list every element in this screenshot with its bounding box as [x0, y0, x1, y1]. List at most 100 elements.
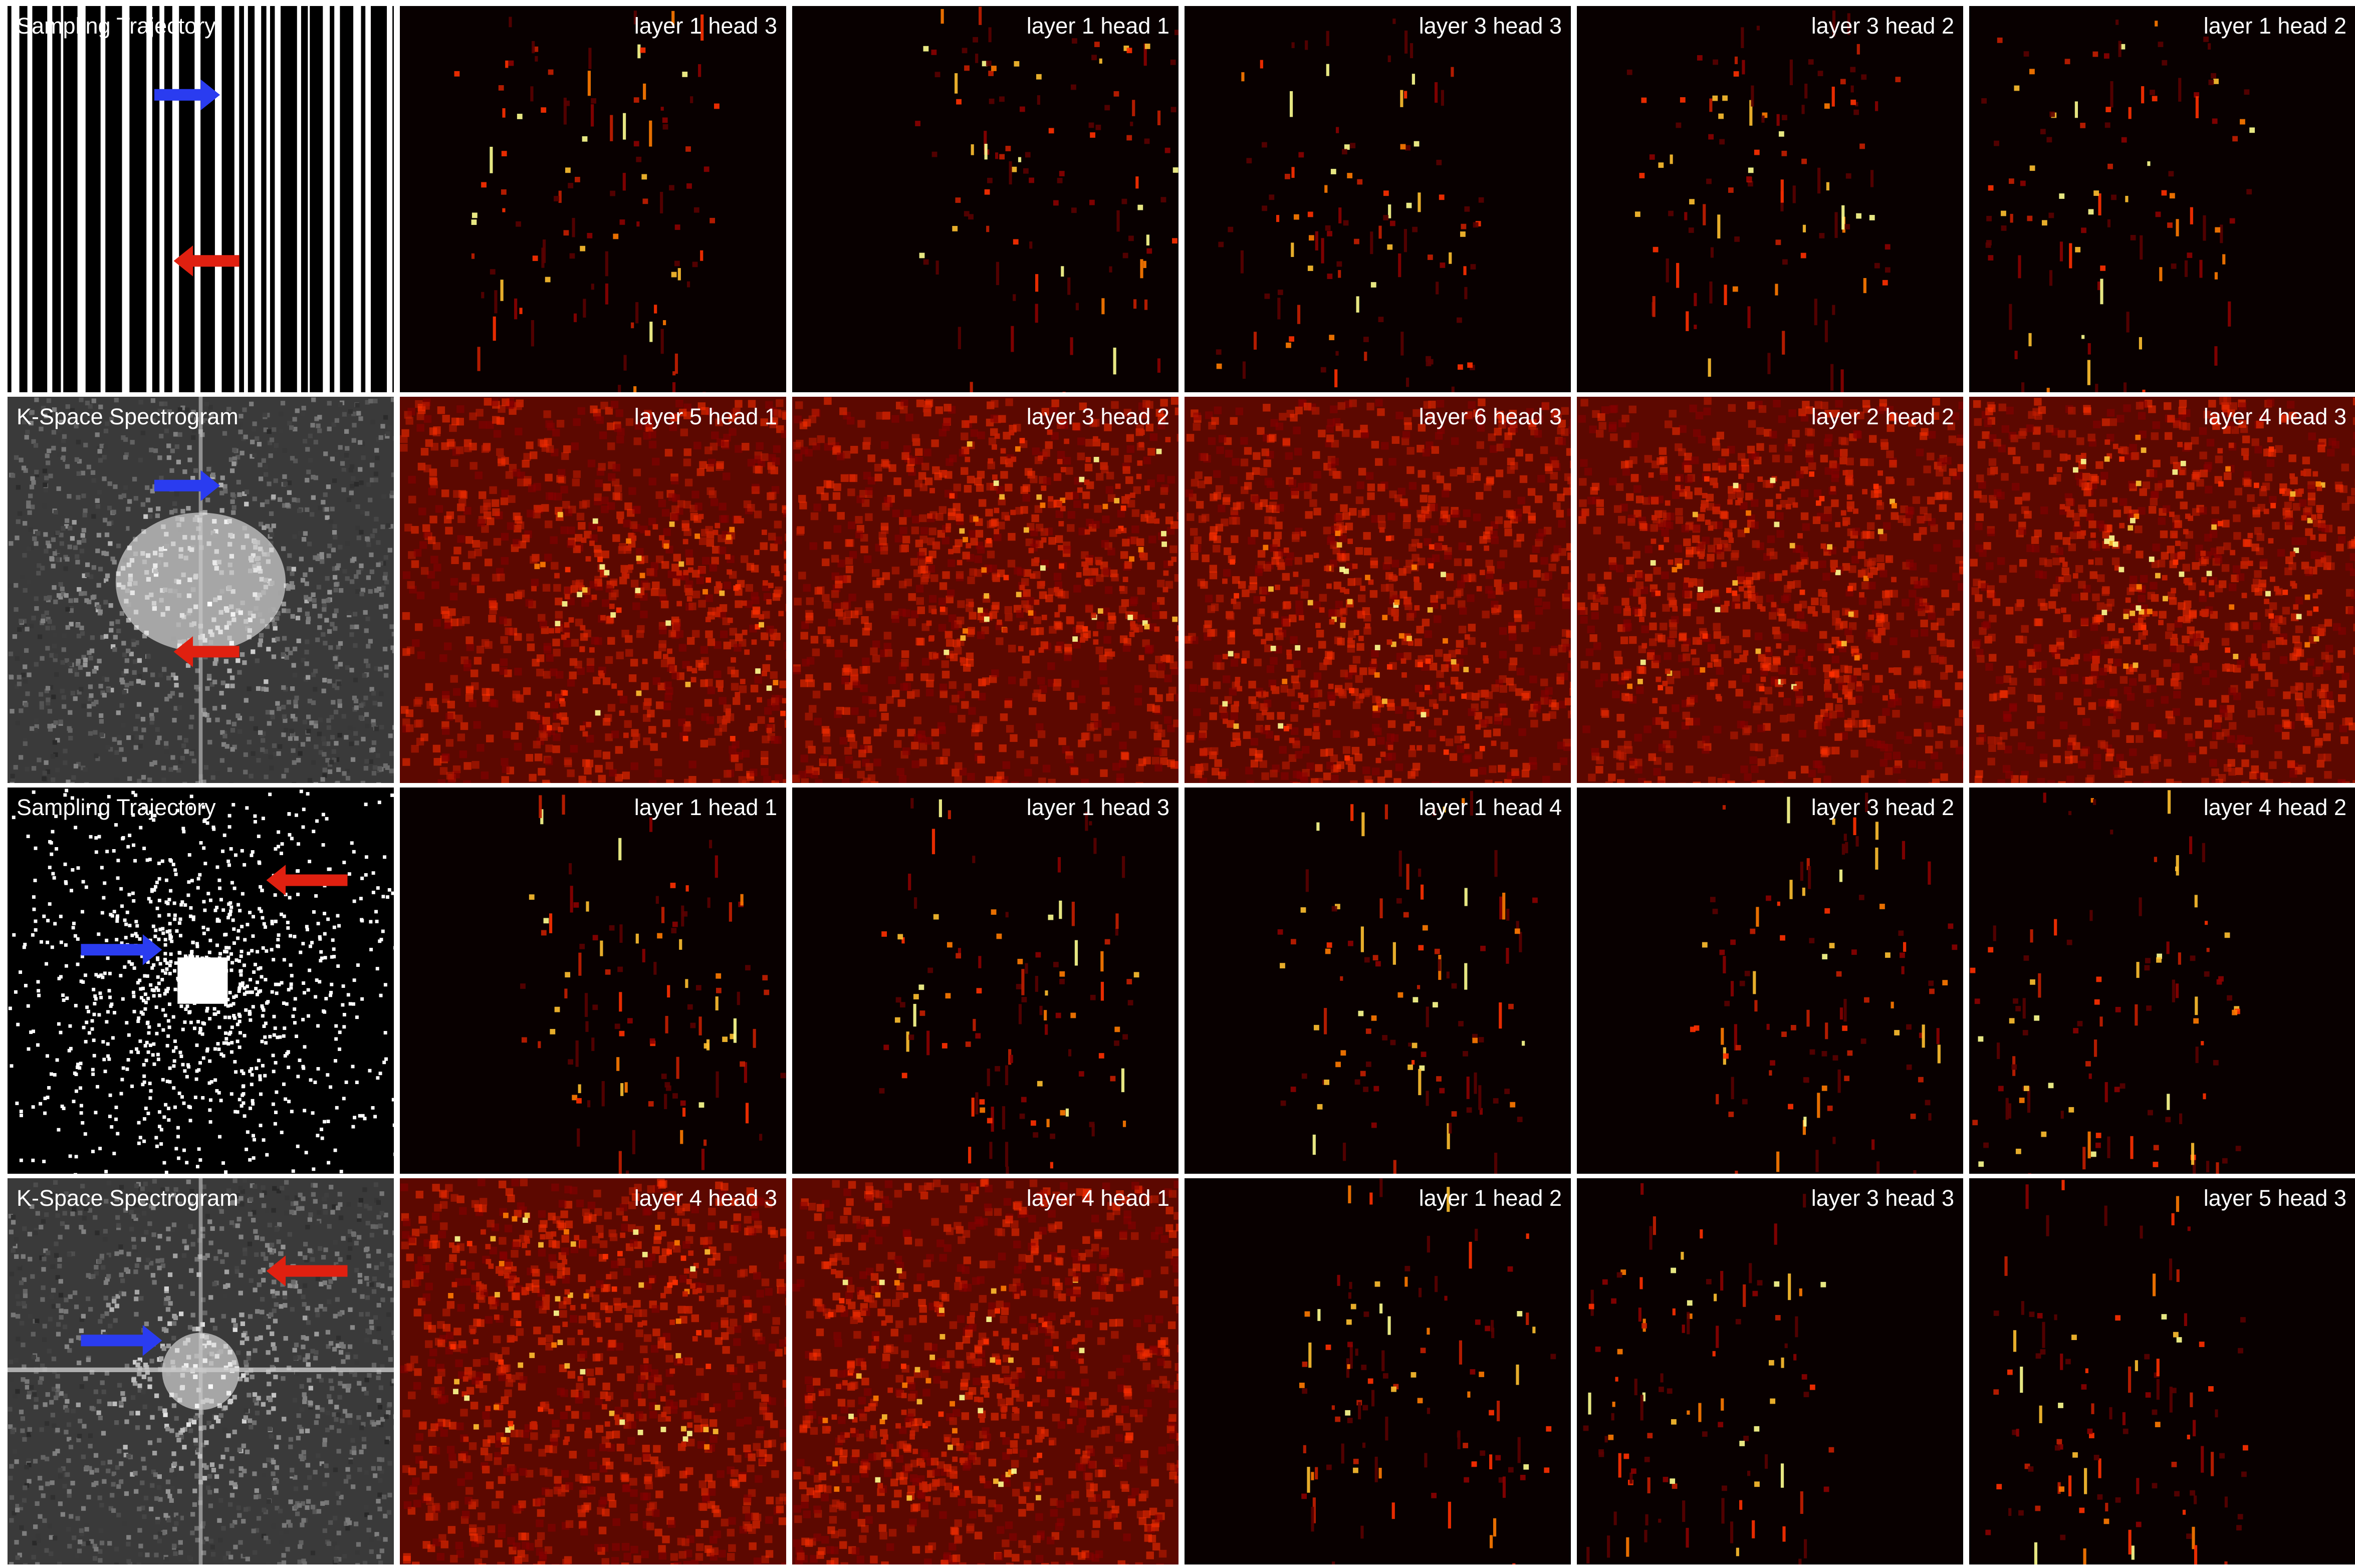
heat-pixel [1313, 507, 1321, 515]
noise [19, 619, 24, 624]
noise [304, 650, 309, 655]
heat-pixel [2169, 193, 2175, 199]
heat-pixel [1529, 675, 1537, 683]
heat-pixel [1515, 688, 1523, 696]
heat-pixel [2023, 51, 2029, 57]
heat-pixel [1036, 627, 1044, 635]
heat-pixel [1303, 482, 1312, 490]
heat-pixel [1010, 509, 1016, 515]
heat-pixel [2150, 90, 2155, 95]
heat-pixel [693, 441, 701, 450]
heat-pixel [946, 523, 952, 529]
heat-pixel [2208, 43, 2211, 50]
noise [176, 459, 181, 464]
heat-pixel [682, 539, 688, 545]
noise [44, 596, 49, 601]
heat-pixel [1005, 398, 1013, 406]
heat-pixel [576, 512, 585, 520]
heat-pixel [815, 779, 823, 783]
heat-pixel [541, 247, 545, 268]
heat-pixel [1403, 229, 1407, 252]
noise [92, 669, 97, 674]
noise [85, 400, 90, 406]
noise [34, 541, 39, 546]
heat-pixel [759, 614, 764, 620]
noise [383, 604, 389, 609]
noise [219, 490, 224, 495]
heat-pixel [760, 542, 768, 550]
noise [306, 675, 311, 680]
heat-pixel [465, 685, 474, 694]
noise [63, 566, 68, 571]
heat-pixel [1426, 356, 1431, 362]
heat-pixel [1084, 580, 1090, 586]
panel-image [792, 6, 1179, 392]
noise [322, 607, 327, 612]
heat-pixel [632, 733, 640, 741]
noise [52, 551, 58, 556]
noise [47, 413, 52, 418]
noise [112, 737, 117, 742]
noise [361, 736, 366, 741]
heat-pixel [1150, 512, 1156, 518]
heat-pixel [1558, 700, 1567, 709]
heat-pixel [2195, 96, 2199, 118]
heat-pixel [999, 494, 1005, 500]
heat-pixel [773, 409, 781, 417]
heat-pixel [1107, 548, 1115, 556]
heat-pixel [1718, 113, 1724, 119]
heat-pixel [1145, 423, 1154, 432]
noise [42, 770, 47, 775]
heat-pixel [1130, 537, 1138, 545]
heat-pixel [862, 695, 870, 704]
heat-pixel [489, 600, 497, 608]
heat-pixel [723, 641, 732, 650]
noise [230, 675, 235, 680]
heat-pixel [1117, 509, 1125, 518]
heat-pixel [1002, 761, 1011, 769]
noise [137, 658, 142, 663]
heat-pixel [653, 651, 662, 659]
noise [364, 712, 369, 717]
noise [55, 531, 60, 536]
heat-pixel [1004, 700, 1012, 708]
heat-pixel [1048, 588, 1056, 596]
noise [82, 538, 87, 543]
noise [301, 658, 306, 663]
heat-pixel [1474, 712, 1482, 720]
heat-pixel [1013, 239, 1019, 245]
heat-pixel [472, 574, 480, 582]
heat-pixel [445, 739, 454, 747]
noise [119, 611, 124, 616]
noise [277, 744, 283, 749]
heat-pixel [850, 639, 858, 647]
noise [88, 684, 93, 689]
heat-pixel [1344, 144, 1350, 150]
heat-pixel [1371, 649, 1379, 658]
heat-pixel [1570, 706, 1571, 714]
heat-pixel [630, 659, 638, 667]
noise [170, 691, 175, 696]
heat-pixel [1439, 517, 1447, 526]
noise [305, 507, 310, 512]
noise [223, 488, 228, 494]
heat-pixel [725, 554, 731, 560]
heat-pixel [1031, 514, 1039, 522]
heat-pixel [502, 208, 506, 212]
noise [63, 748, 68, 753]
heat-pixel [1355, 675, 1363, 683]
heat-pixel [1504, 520, 1512, 529]
noise [121, 526, 126, 531]
heat-pixel [984, 131, 987, 150]
heat-pixel [1201, 763, 1209, 771]
heat-pixel [809, 705, 817, 713]
heat-pixel [981, 567, 987, 573]
noise [87, 712, 92, 717]
noise [315, 637, 320, 642]
heat-pixel [1329, 609, 1337, 617]
noise [136, 679, 141, 684]
noise [332, 683, 337, 688]
heat-pixel [926, 673, 934, 681]
heat-pixel [974, 555, 983, 564]
noise [368, 399, 373, 404]
